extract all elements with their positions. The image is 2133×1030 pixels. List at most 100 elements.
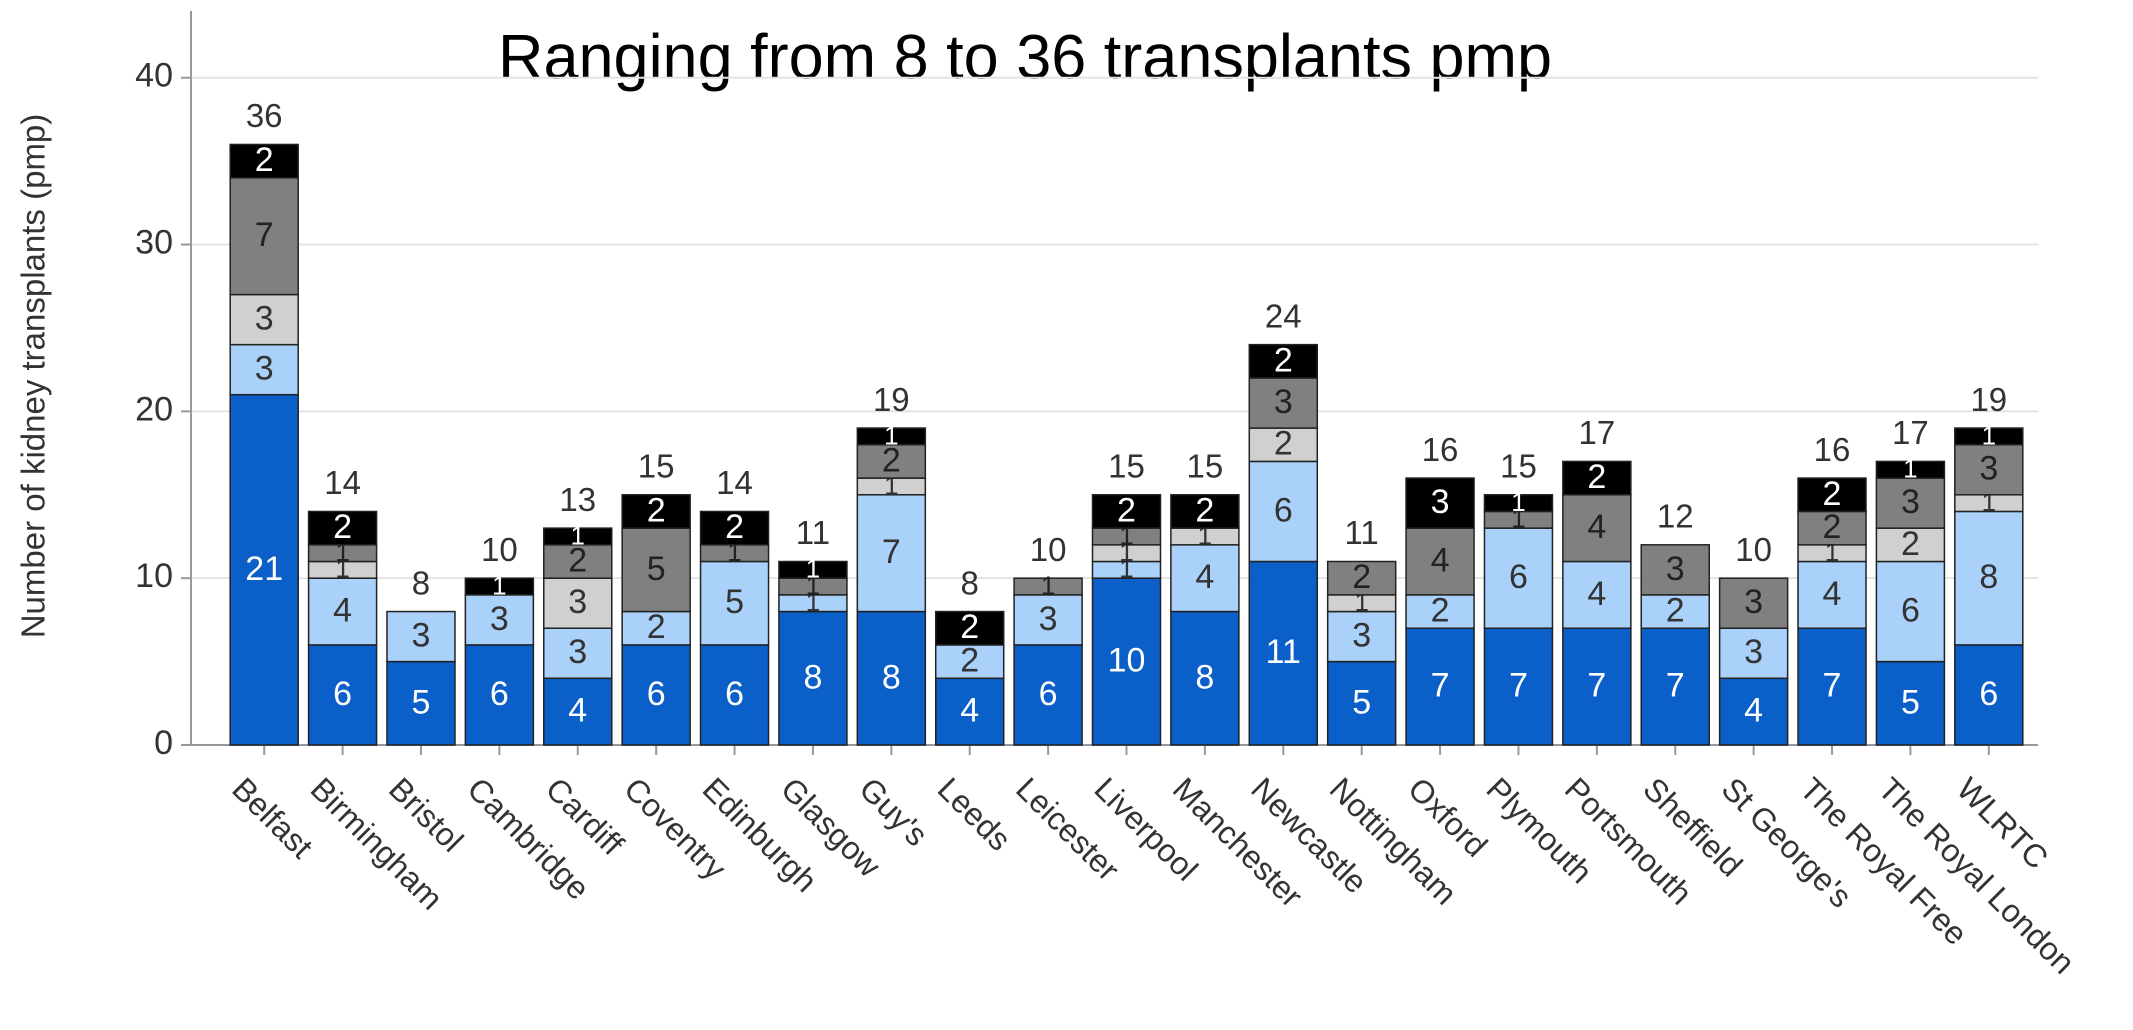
bar-segment <box>1718 677 1789 746</box>
total-label: 36 <box>246 97 283 134</box>
bar-segment <box>229 393 299 746</box>
segment-label: 4 <box>1587 575 1606 613</box>
segment-label: 2 <box>1274 425 1293 463</box>
total-label: 17 <box>1892 414 1929 451</box>
bar-segment <box>1640 627 1710 746</box>
total-label: 16 <box>1814 431 1851 468</box>
segment-label: 6 <box>1274 491 1293 529</box>
segment-label: 2 <box>882 441 901 479</box>
segment-label: 2 <box>1823 475 1842 513</box>
segment-label: 11 <box>1266 633 1301 671</box>
bar-segment <box>1797 627 1867 746</box>
bar-segment <box>621 494 691 529</box>
segment-label: 3 <box>412 617 431 655</box>
total-label: 13 <box>559 481 596 518</box>
bar-segment <box>1483 627 1554 746</box>
segment-label: 1 <box>884 420 898 450</box>
bar-segment <box>1326 560 1397 596</box>
segment-label: 2 <box>1274 341 1293 379</box>
bar-segment <box>1483 527 1554 629</box>
segment-label: 3 <box>490 600 509 638</box>
bar-segment <box>1718 627 1789 680</box>
segment-label: 7 <box>1509 667 1528 705</box>
bar-segment <box>543 544 613 579</box>
bar-segment <box>1640 544 1710 596</box>
bar-segment <box>1326 610 1397 663</box>
segment-label: 3 <box>1979 450 1998 488</box>
bar-segment <box>856 443 927 479</box>
segment-label: 1 <box>806 554 820 584</box>
y-tick-label: 10 <box>135 557 173 595</box>
bar-segment <box>386 660 456 746</box>
total-label: 14 <box>324 464 361 501</box>
bar-segment <box>1013 577 1083 596</box>
segment-label: 3 <box>1744 583 1763 621</box>
bar-segment <box>1562 494 1632 563</box>
segment-label: 5 <box>1901 683 1920 721</box>
segment-label: 2 <box>1117 491 1136 529</box>
total-label: 10 <box>481 531 518 568</box>
segment-label: 1 <box>571 520 585 550</box>
total-label: 8 <box>961 564 979 601</box>
bar-segment <box>1091 577 1162 746</box>
segment-label: 4 <box>333 592 352 630</box>
segment-label: 4 <box>1744 692 1763 730</box>
bar-segment <box>1405 527 1475 596</box>
segment-label: 3 <box>1039 600 1058 638</box>
segment-label: 8 <box>1195 658 1214 696</box>
segment-label: 7 <box>1587 667 1606 705</box>
segment-label: 4 <box>960 692 979 730</box>
bar-segment <box>1954 427 2024 446</box>
chart-title: Ranging from 8 to 36 transplants pmp <box>498 23 1552 93</box>
segment-label: 6 <box>333 675 352 713</box>
total-label: 16 <box>1422 431 1459 468</box>
bar-segment <box>1875 460 1946 479</box>
bar-segment <box>307 644 378 746</box>
bar-segment <box>1248 560 1319 746</box>
segment-label: 1 <box>1511 487 1525 517</box>
segment-label: 7 <box>1823 667 1842 705</box>
segment-label: 2 <box>725 508 744 546</box>
total-label: 17 <box>1578 414 1615 451</box>
bar-segment <box>464 594 535 646</box>
bar-segment <box>778 560 848 579</box>
total-label: 15 <box>1500 447 1537 484</box>
segment-label: 5 <box>412 683 431 721</box>
bar-segment <box>856 427 927 446</box>
segment-label: 2 <box>1901 525 1920 563</box>
segment-label: 7 <box>882 533 901 571</box>
y-tick-label: 0 <box>154 724 173 762</box>
bar-segment <box>386 610 456 663</box>
segment-label: 3 <box>1744 633 1763 671</box>
segment-label: 8 <box>882 658 901 696</box>
bar-segment <box>307 510 378 546</box>
bar-segment <box>1954 510 2024 646</box>
bar-segment <box>1797 560 1867 629</box>
bar-segment <box>1718 577 1789 629</box>
y-tick-label: 40 <box>135 57 173 95</box>
segment-label: 10 <box>1108 642 1146 680</box>
y-axis-label: Number of kidney transplants (pmp) <box>15 114 52 639</box>
bar-segment <box>1954 443 2024 496</box>
total-label: 11 <box>796 514 830 551</box>
segment-label: 5 <box>725 583 744 621</box>
segment-label: 2 <box>1666 592 1685 630</box>
bar-segment <box>543 527 613 546</box>
total-label: 19 <box>873 381 910 418</box>
total-label: 24 <box>1265 297 1302 334</box>
segment-label: 6 <box>1901 592 1920 630</box>
segment-label: 1 <box>1982 420 1996 450</box>
segment-label: 2 <box>1431 592 1450 630</box>
segment-label: 8 <box>1979 558 1998 596</box>
segment-label: 1 <box>1903 454 1917 484</box>
segment-label: 1 <box>492 570 506 600</box>
segment-label: 2 <box>960 608 979 646</box>
bar-segment <box>1405 477 1475 529</box>
bar-segment <box>621 527 691 613</box>
bar-segment <box>1483 494 1554 513</box>
bar-segment <box>621 644 691 746</box>
bar-segment <box>1562 627 1632 746</box>
segment-label: 7 <box>1666 667 1685 705</box>
segment-label: 7 <box>1431 667 1450 705</box>
